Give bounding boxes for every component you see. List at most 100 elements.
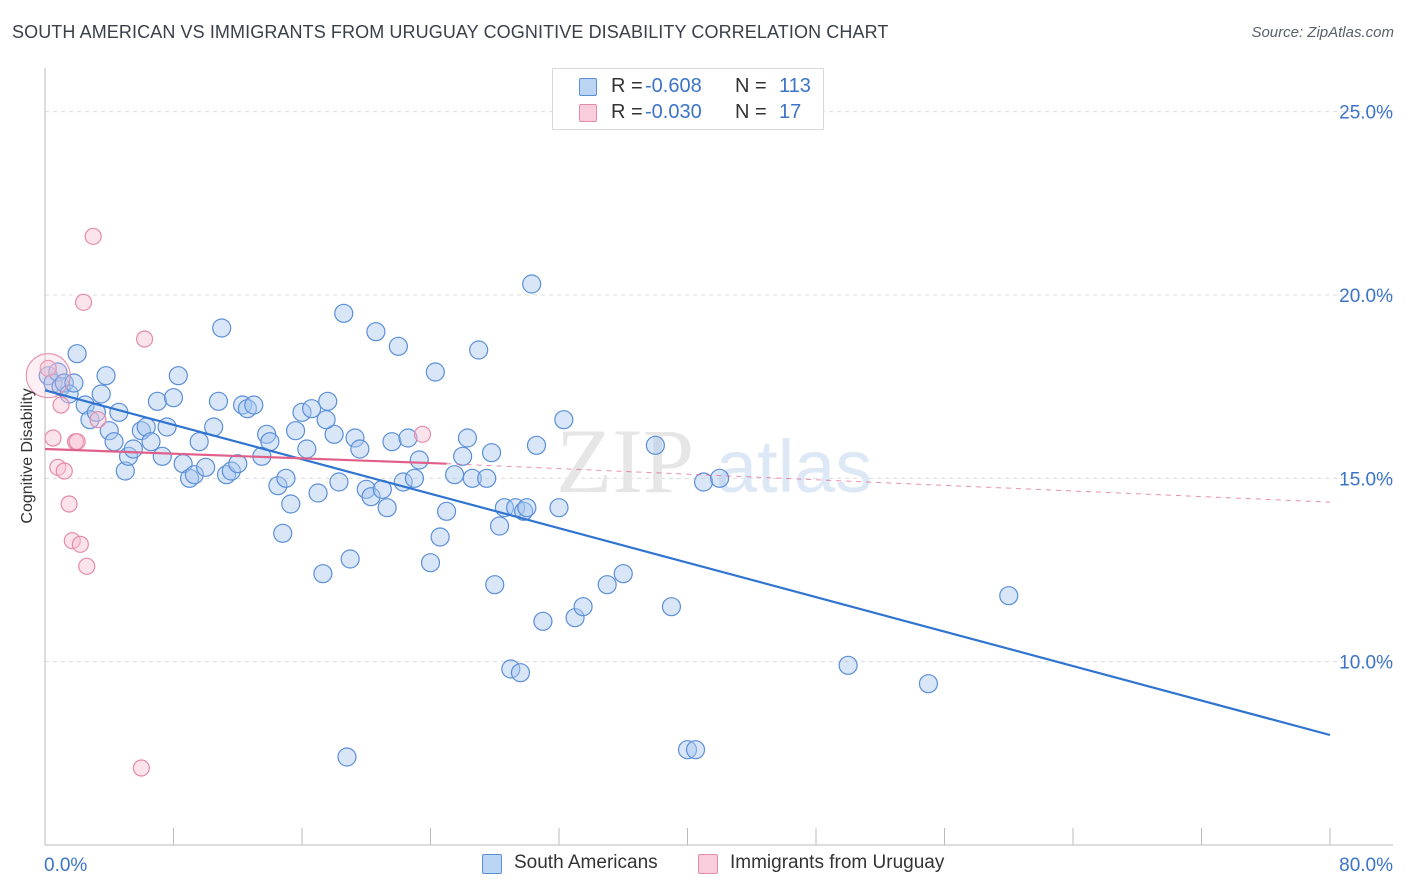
data-point [78,557,96,575]
trend-line-south-americans [44,389,1331,737]
data-point [228,454,248,474]
data-point [409,450,429,470]
legend-label: South Americans [514,852,658,873]
data-point [163,388,184,408]
data-point [44,429,62,447]
data-point [276,468,296,488]
data-point [285,421,306,441]
data-point [273,523,293,543]
data-point [244,395,264,415]
data-point [444,465,465,485]
data-point [685,740,706,760]
trend-line-uruguay [44,447,447,465]
data-point [337,747,357,767]
y-axis-label: Cognitive Disability [19,388,36,524]
legend-r-value: -0.030 [645,101,702,123]
data-point [340,549,360,569]
data-point [189,432,209,452]
y-tick-label: 25.0% [1339,103,1393,124]
data-point [436,501,457,521]
data-point [485,575,505,595]
data-point [382,432,402,452]
data-point [645,435,665,455]
data-point [462,468,482,488]
data-point [281,494,301,514]
data-point [510,663,531,683]
data-point [573,597,593,617]
data-point [517,498,537,518]
data-point [554,410,574,430]
data-point [84,227,102,245]
axes [44,68,1393,846]
data-point [613,564,633,584]
series-legend: South Americans Immigrants from Uruguay [0,852,1406,878]
data-point [91,384,111,404]
data-point [68,433,86,451]
legend-n-label: N = [735,75,767,97]
data-point [308,483,328,503]
data-point [334,303,354,323]
data-point [52,396,70,414]
data-point [350,439,370,459]
data-point [710,468,730,488]
data-point [292,402,312,422]
data-point [67,344,87,364]
data-point [549,498,569,518]
data-point [152,446,172,466]
data-point [135,330,154,348]
data-point [918,674,939,694]
legend-r-label: R = [611,75,643,97]
legend-label: Immigrants from Uruguay [730,852,945,873]
data-point [147,391,168,411]
data-point [677,740,698,760]
data-point [398,428,418,448]
data-point [661,597,682,617]
data-point [168,366,188,386]
data-point [132,759,150,777]
data-point [366,322,386,342]
legend-n-value: 113 [779,75,811,97]
data-point [237,399,257,419]
data-point [430,527,450,547]
data-point [324,424,344,444]
data-point [55,462,73,480]
legend-swatch-pink [698,854,718,874]
data-point [345,428,365,448]
legend-swatch-blue [579,78,597,96]
data-point [329,472,349,492]
data-point [413,425,432,443]
data-point [96,366,116,386]
data-point [526,435,547,455]
correlation-legend: R = -0.608 N = 113 R = -0.030 N = 17 [552,68,824,130]
grid-lines [45,111,1393,663]
y-tick-label: 15.0% [1339,469,1393,490]
data-point [141,432,161,452]
data-point [533,611,553,631]
y-tick-label: 10.0% [1339,653,1393,674]
data-point [208,391,229,411]
data-point [115,461,135,481]
tick-labels: 10.0% 15.0% 20.0% 25.0% 0.0% 80.0% [44,103,1393,876]
data-point [54,373,74,393]
legend-r-label: R = [611,101,643,123]
data-point [838,655,858,675]
data-point [60,495,78,513]
y-tick-label: 20.0% [1339,286,1393,307]
legend-n-label: N = [735,101,767,123]
data-point [377,498,397,518]
legend-r-value: -0.608 [645,75,702,97]
data-point [425,362,445,382]
data-point [99,421,119,441]
x-tick-label: 0.0% [44,855,87,876]
data-point [457,428,478,448]
data-point [501,659,521,679]
x-tick-label: 80.0% [1339,855,1393,876]
data-point [104,432,124,452]
trend-lines [44,389,1331,737]
data-point [522,274,542,294]
data-point [514,501,534,521]
data-point [123,439,143,459]
data-point [212,318,232,338]
data-point [361,487,381,507]
